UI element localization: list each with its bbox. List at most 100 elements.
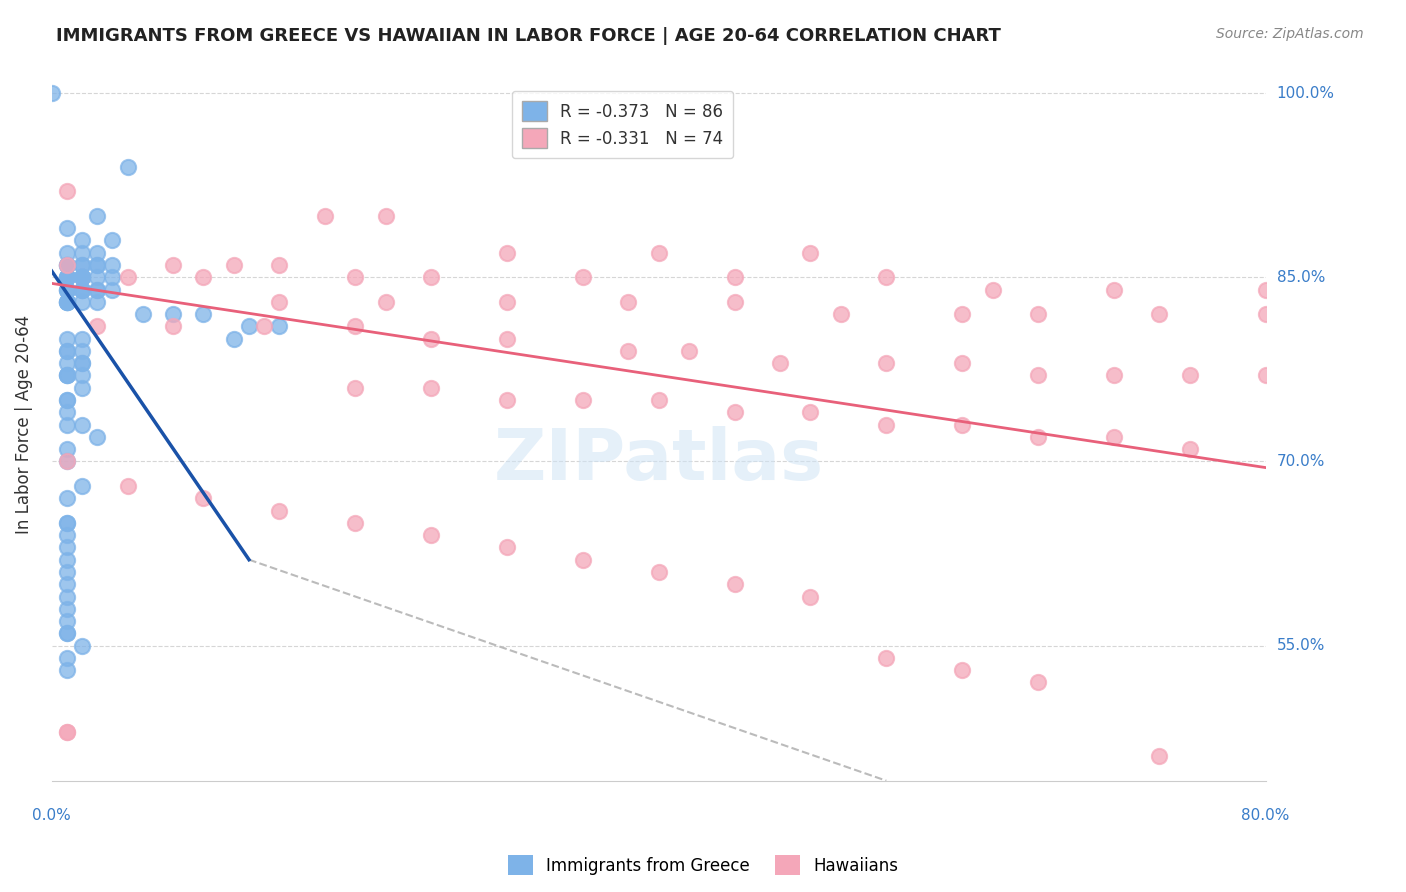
Point xyxy=(1026,675,1049,690)
Text: IMMIGRANTS FROM GREECE VS HAWAIIAN IN LABOR FORCE | AGE 20-64 CORRELATION CHART: IMMIGRANTS FROM GREECE VS HAWAIIAN IN LA… xyxy=(56,27,1001,45)
Point xyxy=(1026,368,1049,383)
Point xyxy=(193,491,215,506)
Point xyxy=(950,307,973,321)
Point xyxy=(70,343,93,358)
Point xyxy=(70,283,93,297)
Point xyxy=(420,270,443,285)
Point xyxy=(56,270,79,285)
Point xyxy=(86,283,108,297)
Point xyxy=(56,491,79,506)
Point xyxy=(769,356,792,370)
Point xyxy=(86,319,108,334)
Point xyxy=(875,270,897,285)
Point xyxy=(56,516,79,530)
Point xyxy=(799,245,821,260)
Point xyxy=(799,590,821,604)
Point xyxy=(420,332,443,346)
Point xyxy=(56,368,79,383)
Point xyxy=(1102,430,1125,444)
Point xyxy=(496,245,519,260)
Point xyxy=(496,294,519,309)
Point xyxy=(617,343,640,358)
Point xyxy=(56,392,79,407)
Point xyxy=(344,319,367,334)
Point xyxy=(1149,749,1171,764)
Point xyxy=(56,577,79,591)
Point xyxy=(56,528,79,542)
Point xyxy=(70,258,93,272)
Point xyxy=(981,283,1004,297)
Point xyxy=(1254,368,1277,383)
Point xyxy=(56,258,79,272)
Point xyxy=(86,294,108,309)
Point xyxy=(678,343,700,358)
Point xyxy=(647,245,669,260)
Point xyxy=(269,319,291,334)
Point xyxy=(222,332,245,346)
Point xyxy=(162,258,184,272)
Point xyxy=(572,270,595,285)
Point xyxy=(496,392,519,407)
Y-axis label: In Labor Force | Age 20-64: In Labor Force | Age 20-64 xyxy=(15,315,32,534)
Point xyxy=(56,221,79,235)
Point xyxy=(86,270,108,285)
Point xyxy=(70,417,93,432)
Point xyxy=(56,626,79,640)
Point xyxy=(1254,283,1277,297)
Point xyxy=(420,528,443,542)
Point xyxy=(56,343,79,358)
Point xyxy=(56,724,79,739)
Point xyxy=(70,381,93,395)
Point xyxy=(132,307,155,321)
Point xyxy=(374,294,396,309)
Point xyxy=(86,245,108,260)
Point xyxy=(1178,442,1201,457)
Point xyxy=(723,405,745,419)
Point xyxy=(875,417,897,432)
Point xyxy=(56,626,79,640)
Point xyxy=(950,417,973,432)
Point xyxy=(1102,368,1125,383)
Text: 80.0%: 80.0% xyxy=(1241,808,1289,823)
Point xyxy=(1026,307,1049,321)
Point xyxy=(56,343,79,358)
Text: 85.0%: 85.0% xyxy=(1277,269,1324,285)
Point xyxy=(56,454,79,468)
Point xyxy=(344,516,367,530)
Point xyxy=(56,270,79,285)
Legend: Immigrants from Greece, Hawaiians: Immigrants from Greece, Hawaiians xyxy=(499,847,907,884)
Point xyxy=(56,565,79,579)
Text: 70.0%: 70.0% xyxy=(1277,454,1324,469)
Point xyxy=(70,294,93,309)
Point xyxy=(86,430,108,444)
Point xyxy=(86,258,108,272)
Point xyxy=(56,258,79,272)
Point xyxy=(70,234,93,248)
Point xyxy=(56,294,79,309)
Text: Source: ZipAtlas.com: Source: ZipAtlas.com xyxy=(1216,27,1364,41)
Point xyxy=(56,602,79,616)
Point xyxy=(56,552,79,566)
Point xyxy=(56,663,79,677)
Point xyxy=(70,332,93,346)
Point xyxy=(1149,307,1171,321)
Point xyxy=(70,283,93,297)
Point xyxy=(56,614,79,628)
Point xyxy=(56,258,79,272)
Point xyxy=(193,307,215,321)
Point xyxy=(950,663,973,677)
Point xyxy=(56,270,79,285)
Point xyxy=(647,392,669,407)
Point xyxy=(56,294,79,309)
Point xyxy=(70,270,93,285)
Point xyxy=(420,381,443,395)
Point xyxy=(875,356,897,370)
Point xyxy=(269,258,291,272)
Point xyxy=(222,258,245,272)
Point xyxy=(56,368,79,383)
Point xyxy=(70,245,93,260)
Point xyxy=(56,283,79,297)
Point xyxy=(572,392,595,407)
Point xyxy=(70,270,93,285)
Point xyxy=(56,184,79,198)
